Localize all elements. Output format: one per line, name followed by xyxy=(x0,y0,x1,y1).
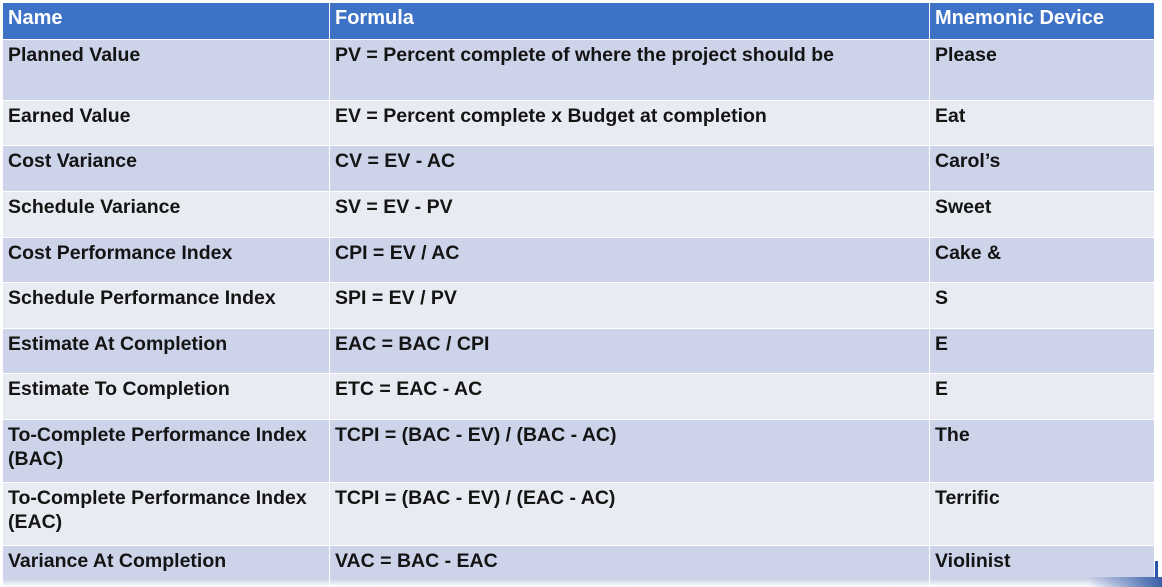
cell-name: Cost Variance xyxy=(2,145,330,192)
cell-mnemonic: Please xyxy=(929,39,1155,101)
cell-formula: TCPI = (BAC - EV) / (BAC - AC) xyxy=(329,419,930,483)
cell-formula: SPI = EV / PV xyxy=(329,282,930,329)
header-name: Name xyxy=(2,2,330,40)
cell-formula: CPI = EV / AC xyxy=(329,237,930,283)
cell-name: Variance At Completion xyxy=(2,545,330,587)
cell-name: Planned Value xyxy=(2,39,330,101)
cell-formula: TCPI = (BAC - EV) / (EAC - AC) xyxy=(329,482,930,546)
bottom-fade xyxy=(0,579,1162,587)
cell-mnemonic: The xyxy=(929,419,1155,483)
cell-mnemonic: E xyxy=(929,373,1155,420)
table-row: Schedule Variance SV = EV - PV Sweet xyxy=(2,191,1155,238)
cell-formula: PV = Percent complete of where the proje… xyxy=(329,39,930,101)
cell-name: Schedule Performance Index xyxy=(2,282,330,329)
cell-name: Cost Performance Index xyxy=(2,237,330,283)
cell-mnemonic: Carol’s xyxy=(929,145,1155,192)
table-row: Earned Value EV = Percent complete x Budg… xyxy=(2,100,1155,146)
cell-formula: SV = EV - PV xyxy=(329,191,930,238)
cell-name: To-Complete Performance Index (BAC) xyxy=(2,419,330,483)
table-row: Estimate To Completion ETC = EAC - AC E xyxy=(2,373,1155,420)
cell-mnemonic: E xyxy=(929,328,1155,374)
header-mnemonic: Mnemonic Device xyxy=(929,2,1155,40)
cell-mnemonic: Terrific xyxy=(929,482,1155,546)
cell-formula: EV = Percent complete x Budget at comple… xyxy=(329,100,930,146)
cell-formula: ETC = EAC - AC xyxy=(329,373,930,420)
table-row: Estimate At Completion EAC = BAC / CPI E xyxy=(2,328,1155,374)
table-row: To-Complete Performance Index (BAC) TCPI … xyxy=(2,419,1155,483)
cell-formula: CV = EV - AC xyxy=(329,145,930,192)
cell-name: Estimate At Completion xyxy=(2,328,330,374)
table-row: Schedule Performance Index SPI = EV / PV S xyxy=(2,282,1155,329)
cell-mnemonic: Eat xyxy=(929,100,1155,146)
cell-name: Earned Value xyxy=(2,100,330,146)
table-row: Planned Value PV = Percent complete of wh… xyxy=(2,39,1155,101)
header-formula: Formula xyxy=(329,2,930,40)
cell-name: To-Complete Performance Index (EAC) xyxy=(2,482,330,546)
table-header-row: Name Formula Mnemonic Device xyxy=(2,2,1155,40)
table-row: To-Complete Performance Index (EAC) TCPI … xyxy=(2,482,1155,546)
cell-name: Schedule Variance xyxy=(2,191,330,238)
cell-mnemonic: Cake & xyxy=(929,237,1155,283)
corner-logo-fragment xyxy=(1155,561,1158,579)
cell-mnemonic: S xyxy=(929,282,1155,329)
cell-name: Estimate To Completion xyxy=(2,373,330,420)
corner-logo xyxy=(1088,577,1162,587)
table-row: Cost Variance CV = EV - AC Carol’s xyxy=(2,145,1155,192)
cell-formula: EAC = BAC / CPI xyxy=(329,328,930,374)
cell-mnemonic: Sweet xyxy=(929,191,1155,238)
table-row: Cost Performance Index CPI = EV / AC Cake … xyxy=(2,237,1155,283)
